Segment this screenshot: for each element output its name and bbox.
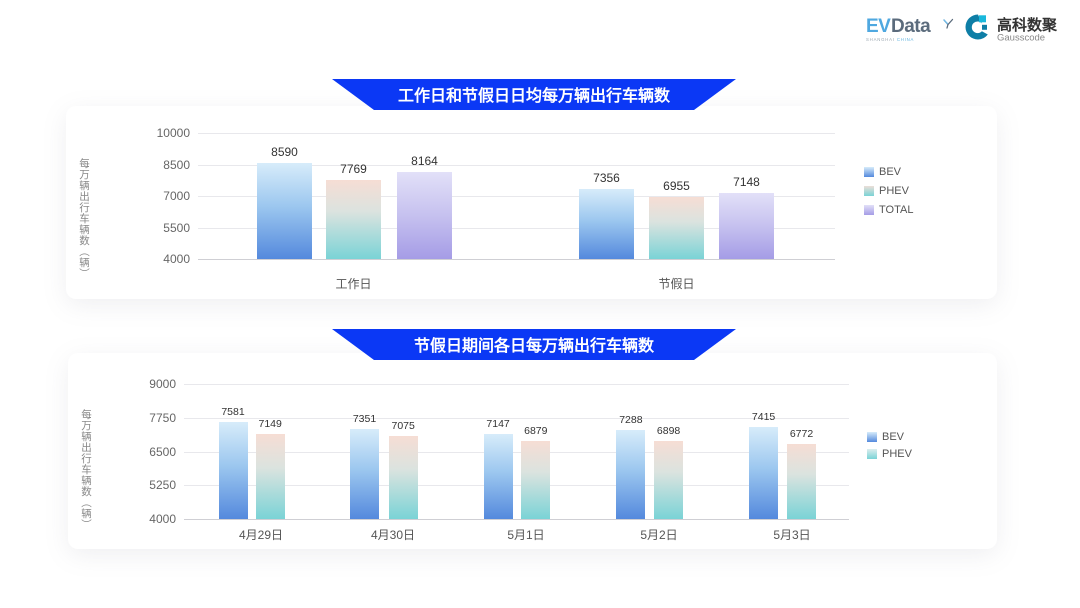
svg-text:EV: EV — [866, 16, 891, 37]
svg-text:节假日期间各日每万辆出行车辆数: 节假日期间各日每万辆出行车辆数 — [414, 336, 655, 355]
svg-text:工作日和节假日日均每万辆出行车辆数: 工作日和节假日日均每万辆出行车辆数 — [398, 86, 671, 105]
svg-text:SHANGHAI CHINA: SHANGHAI CHINA — [866, 37, 914, 42]
svg-text:高科数聚: 高科数聚 — [997, 16, 1058, 34]
svg-text:Data: Data — [891, 16, 931, 37]
svg-text:Gausscode: Gausscode — [997, 33, 1045, 44]
